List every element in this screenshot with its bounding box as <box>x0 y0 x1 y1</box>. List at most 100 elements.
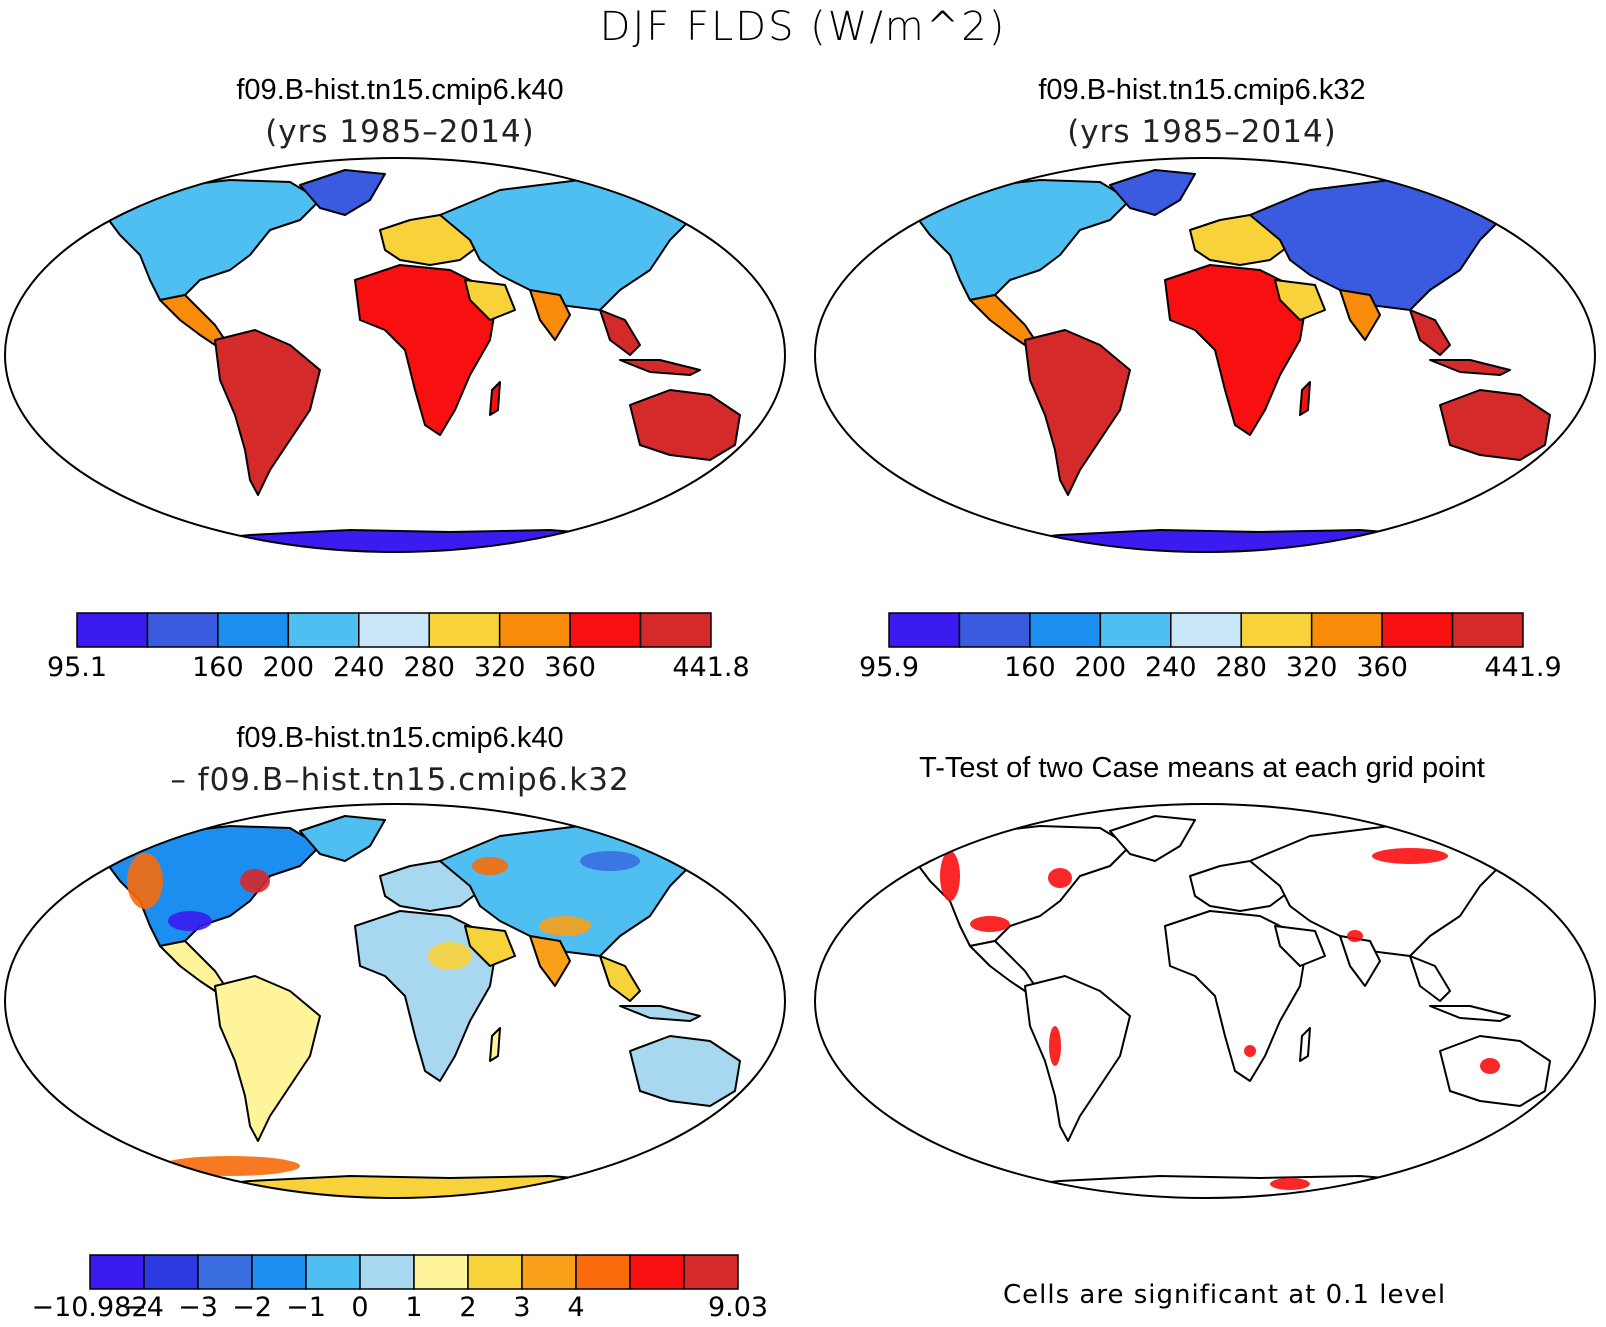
landmass-southAmerica <box>214 329 321 496</box>
map-panel3 <box>4 803 786 1199</box>
field-patch-10 <box>1244 1045 1256 1057</box>
landmass-arabia <box>464 925 516 967</box>
colorbar-tick-label: 280 <box>403 652 455 683</box>
panel3-subtitle: – f09.B–hist.tn15.cmip6.k32 <box>170 762 630 798</box>
field-patch-3 <box>1372 848 1448 864</box>
colorbar-swatch <box>683 1254 739 1290</box>
colorbar-tick-label: 441.9 <box>1484 652 1562 683</box>
landmass-greenland <box>1109 815 1196 862</box>
colorbar-swatch <box>1029 612 1102 648</box>
landmass-northAmerica <box>104 825 321 947</box>
colorbar-tick-label: −3 <box>178 1292 218 1323</box>
landmass-greenland <box>1109 169 1196 216</box>
significance-note: Cells are significant at 0.1 level <box>1003 1280 1447 1310</box>
colorbar-tick-label: 360 <box>1356 652 1408 683</box>
colorbar-swatch <box>1451 612 1524 648</box>
landmass-madagascar <box>489 1027 501 1062</box>
colorbar-panel2-labels: 95.9 160 200 240 280 320 360 441.9 <box>859 652 1562 686</box>
colorbar-tick-label: 3 <box>513 1292 531 1323</box>
colorbar-panel3-labels: −10.982 −4 −3 −2 −1 0 1 2 3 4 9.03 <box>31 1292 768 1326</box>
colorbar-tick-label: 0 <box>351 1292 369 1323</box>
colorbar-swatch <box>639 612 712 648</box>
colorbar-swatch <box>251 1254 307 1290</box>
landmass-southAmerica <box>1024 975 1131 1142</box>
colorbar-swatch <box>143 1254 199 1290</box>
colorbar-swatch <box>888 612 961 648</box>
figure-title: DJF FLDS (W/m^2) <box>599 4 1007 50</box>
landmass-africa <box>1164 264 1306 436</box>
colorbar-swatch <box>1381 612 1454 648</box>
colorbar-tick-label: 2 <box>459 1292 477 1323</box>
landmass-seasia <box>1409 309 1451 356</box>
colorbar-swatch <box>1170 612 1242 648</box>
colorbar-swatch <box>958 612 1031 648</box>
colorbar-tick-label: −2 <box>232 1292 272 1323</box>
colorbar-swatch <box>197 1254 253 1290</box>
colorbar-swatch <box>569 612 642 648</box>
colorbar-tick-label: 4 <box>567 1292 585 1323</box>
landmass-india <box>1339 935 1381 987</box>
landmass-madagascar <box>1299 1027 1311 1062</box>
colorbar-swatch <box>89 1254 145 1290</box>
field-patch-0 <box>127 853 163 909</box>
colorbar-swatch <box>413 1254 469 1290</box>
field-patch-2 <box>970 916 1010 932</box>
panel2-subtitle: (yrs 1985–2014) <box>1067 114 1337 150</box>
colorbar-tick-label: 200 <box>262 652 315 683</box>
colorbar-panel1-labels: 95.1 160 200 240 280 320 360 441.8 <box>47 652 750 686</box>
landmass-seasia <box>599 309 641 356</box>
colorbar-tick-label: 200 <box>1074 652 1127 683</box>
colorbar-swatch <box>521 1254 577 1290</box>
colorbar-swatch <box>146 612 219 648</box>
panel4-title: T-Test of two Case means at each grid po… <box>919 752 1485 784</box>
landmass-southAmerica <box>1024 329 1131 496</box>
colorbar-swatch <box>467 1254 523 1290</box>
colorbar-swatch <box>305 1254 361 1290</box>
colorbar-tick-label: 240 <box>332 652 385 683</box>
colorbar-tick-label: 9.03 <box>707 1292 769 1323</box>
landmass-southAmerica <box>214 975 321 1142</box>
colorbar-swatch <box>1099 612 1172 648</box>
landmass-india <box>1339 289 1381 341</box>
landmass-arabia <box>464 279 516 321</box>
landmass-greenland <box>299 815 386 862</box>
colorbar-panel1 <box>76 612 712 648</box>
colorbar-tick-label: 240 <box>1144 652 1197 683</box>
landmass-india <box>529 935 571 987</box>
landmass-madagascar <box>1299 381 1311 416</box>
colorbar-swatch <box>575 1254 631 1290</box>
landmass-seasia <box>1409 955 1451 1002</box>
colorbar-swatch <box>498 612 571 648</box>
colorbar-tick-label: −10.982 <box>31 1292 149 1323</box>
landmass-indonesia <box>619 1005 701 1022</box>
colorbar-swatch <box>358 612 430 648</box>
colorbar-tick-label: 320 <box>473 652 526 683</box>
landmass-indonesia <box>619 359 701 376</box>
landmass-australia <box>629 389 741 461</box>
landmass-africa <box>354 264 496 436</box>
colorbar-tick-label: 160 <box>1004 652 1056 683</box>
landmass-northAmerica <box>914 825 1131 947</box>
field-patch-2 <box>168 911 212 931</box>
projection-boundary <box>4 157 786 553</box>
field-patch-4 <box>1347 930 1363 942</box>
projection-boundary <box>4 803 786 1199</box>
field-patch-1 <box>240 869 270 893</box>
map-panel1 <box>4 157 786 553</box>
colorbar-swatch <box>1240 612 1313 648</box>
landmass-arabia <box>1274 925 1326 967</box>
landmass-seasia <box>599 955 641 1002</box>
colorbar-swatch <box>287 612 360 648</box>
colorbar-tick-label: 320 <box>1285 652 1338 683</box>
colorbar-tick-label: 360 <box>544 652 596 683</box>
field-patch-5 <box>1049 1026 1061 1066</box>
colorbar-tick-label: −4 <box>124 1292 164 1323</box>
field-patch-7 <box>960 1178 1040 1198</box>
landmass-india <box>529 289 571 341</box>
field-patch-6 <box>428 942 472 970</box>
panel2-title: f09.B-hist.tn15.cmip6.k32 <box>1038 74 1366 106</box>
colorbar-tick-label: 280 <box>1215 652 1267 683</box>
field-patch-6 <box>1480 1058 1500 1074</box>
map-panel4 <box>814 803 1596 1199</box>
landmass-arabia <box>1274 279 1326 321</box>
